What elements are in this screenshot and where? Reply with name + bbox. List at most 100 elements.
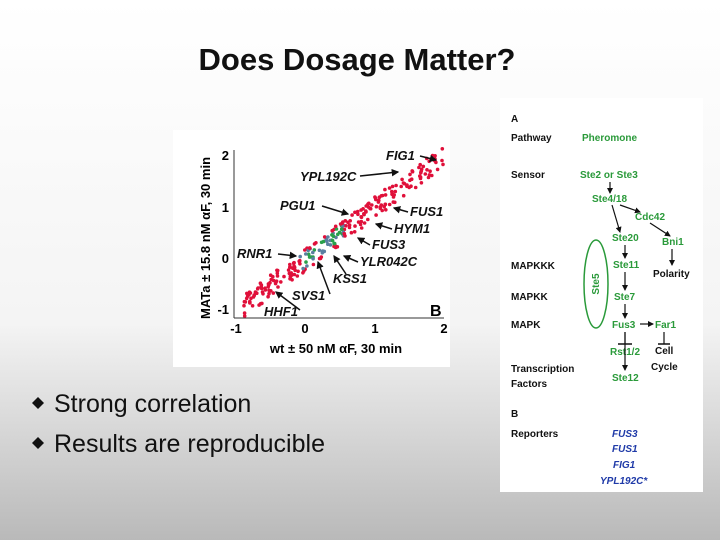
scatter-point — [387, 186, 392, 190]
gene-label: PGU1 — [280, 198, 315, 213]
scatter-point — [425, 168, 429, 172]
y-tick-label: 0 — [222, 251, 229, 266]
scatter-point — [426, 175, 431, 180]
scatter-point — [319, 240, 324, 245]
scatter-point — [368, 206, 373, 211]
reporter: YPL192C* — [600, 476, 648, 487]
panel-label: B — [430, 303, 442, 320]
scatter-point — [325, 239, 329, 244]
scatter-point — [292, 260, 296, 265]
bullet-icon — [32, 397, 44, 409]
reporter: FUS3 — [612, 429, 638, 440]
scatter-point — [288, 265, 292, 270]
bullet-icon — [32, 437, 44, 449]
scatter-point — [267, 291, 271, 296]
scatter-point — [306, 252, 311, 257]
x-tick-label: 1 — [371, 321, 378, 336]
scatter-point — [298, 254, 303, 259]
scatter-point — [350, 213, 354, 217]
scatter-point — [274, 279, 279, 284]
panel-label: B — [511, 409, 518, 420]
scatter-point — [409, 184, 413, 188]
scatter-point — [258, 301, 263, 306]
scatter-point — [334, 227, 339, 231]
scatter-point — [275, 268, 279, 273]
scatter-point — [394, 183, 398, 188]
scatter-point — [304, 260, 308, 264]
scatter-point — [311, 262, 316, 267]
scatter-point — [295, 274, 300, 278]
x-axis-label: wt ± 50 nM αF, 30 min — [269, 341, 402, 356]
scatter-point — [400, 177, 404, 182]
scatter-point — [393, 189, 398, 194]
gene-label: RNR1 — [237, 246, 272, 261]
scatter-point — [364, 210, 368, 214]
scatter-point — [307, 255, 312, 259]
scatter-point — [390, 192, 394, 196]
y-tick-label: 1 — [222, 200, 229, 215]
scatter-point — [311, 250, 315, 255]
scatter-point — [259, 286, 264, 291]
scatter-point — [408, 178, 412, 183]
diagram-background — [500, 98, 703, 492]
gene-label: SVS1 — [292, 288, 325, 303]
scatter-point — [271, 278, 276, 283]
scatter-point — [423, 172, 428, 176]
scatter-point — [383, 202, 388, 207]
row-label: Sensor — [511, 170, 545, 181]
scatter-point — [428, 169, 432, 173]
row-label: Pathway — [511, 133, 552, 144]
scatter-point — [379, 203, 384, 207]
scatter-point — [344, 224, 348, 228]
bullet-text: Results are reproducible — [54, 430, 325, 458]
row-label: MAPKKK — [511, 261, 556, 272]
scatter-point — [275, 271, 280, 276]
scatter-point — [330, 228, 335, 233]
scatter-point — [248, 301, 252, 305]
scatter-point — [352, 230, 357, 234]
scatter-point — [401, 193, 406, 198]
scaffold-outline — [583, 239, 609, 329]
y-axis-label: MATa ± 15.8 nM αF, 30 min — [198, 157, 213, 319]
scatter-point — [267, 288, 271, 293]
scatter-point — [358, 222, 363, 227]
scatter-point — [427, 159, 432, 164]
node: Ste5 — [591, 273, 602, 295]
scatter-point — [421, 164, 426, 169]
gene-label: FIG1 — [386, 148, 415, 163]
scatter-point — [288, 262, 292, 267]
x-tick-label: 0 — [301, 321, 308, 336]
scatter-point — [384, 208, 388, 212]
scatter-point — [405, 183, 409, 187]
scatter-point — [387, 202, 392, 207]
scatter-point — [248, 291, 253, 295]
scatter-point — [304, 252, 308, 256]
node: Fus3 — [612, 320, 636, 331]
scatter-point — [320, 251, 325, 255]
scatter-point — [263, 288, 268, 292]
scatter-point — [293, 268, 297, 273]
scatter-point — [275, 274, 280, 278]
gene-label: FUS1 — [410, 204, 443, 219]
scatter-point — [259, 283, 264, 287]
gene-label: FUS3 — [372, 237, 406, 252]
node: Ste20 — [612, 233, 639, 244]
pointer-arrows — [275, 154, 438, 311]
scatter-point — [242, 303, 246, 308]
scatter-point — [359, 226, 364, 230]
scatter-point — [332, 241, 336, 246]
y-tick-label: -1 — [217, 302, 229, 317]
scatter-point — [441, 162, 445, 167]
scatter-point — [435, 167, 440, 172]
scatter-point — [383, 187, 387, 192]
row-label: Transcription — [511, 364, 574, 375]
scatter-point — [297, 259, 302, 264]
scatter-point — [301, 271, 305, 275]
pathway-diagram: A Pathway Sensor MAPKKK MAPKK MAPK Trans… — [500, 98, 703, 492]
scatter-point — [282, 274, 286, 279]
scatter-point — [380, 208, 385, 213]
node: Bni1 — [662, 237, 684, 248]
scatter-point — [268, 273, 273, 278]
gene-label: KSS1 — [333, 271, 367, 286]
